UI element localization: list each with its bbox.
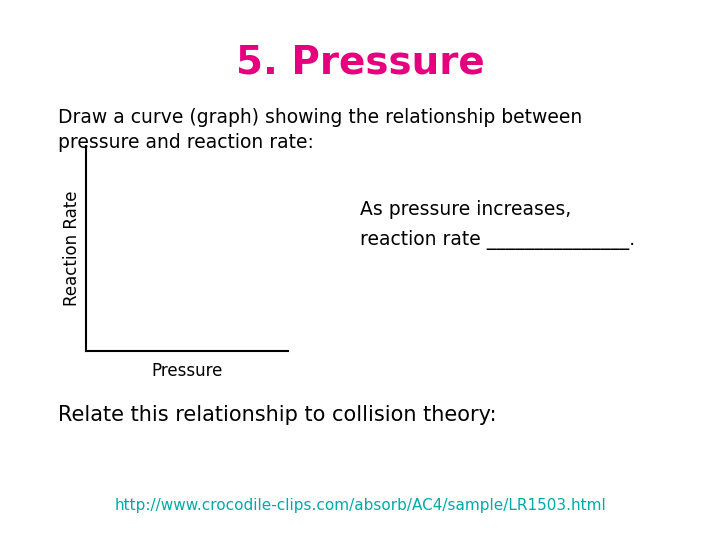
Text: Relate this relationship to collision theory:: Relate this relationship to collision th…	[58, 405, 496, 425]
Text: Draw a curve (graph) showing the relationship between
pressure and reaction rate: Draw a curve (graph) showing the relatio…	[58, 108, 582, 152]
X-axis label: Pressure: Pressure	[151, 362, 223, 380]
Text: 5. Pressure: 5. Pressure	[235, 43, 485, 81]
Text: reaction rate _______________.: reaction rate _______________.	[360, 230, 635, 249]
Y-axis label: Reaction Rate: Reaction Rate	[63, 191, 81, 306]
Text: http://www.crocodile-clips.com/absorb/AC4/sample/LR1503.html: http://www.crocodile-clips.com/absorb/AC…	[114, 498, 606, 513]
Text: As pressure increases,: As pressure increases,	[360, 200, 571, 219]
